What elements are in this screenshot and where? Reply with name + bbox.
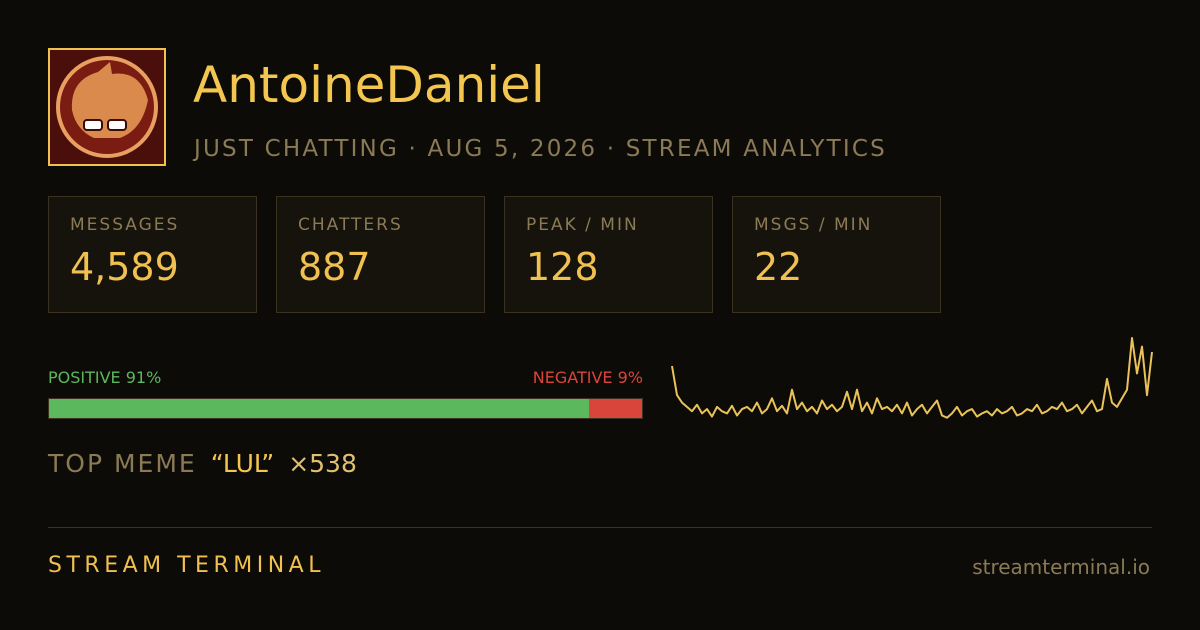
sparkline-line bbox=[671, 337, 1153, 419]
subtitle: JUST CHATTING · AUG 5, 2026 · STREAM ANA… bbox=[194, 136, 887, 162]
top-meme: TOP MEME “LUL” ×538 bbox=[48, 449, 357, 478]
stat-label: CHATTERS bbox=[298, 215, 403, 235]
top-meme-count: ×538 bbox=[288, 449, 357, 478]
sentiment-bar bbox=[48, 398, 643, 419]
stat-label: MSGS / MIN bbox=[754, 215, 873, 235]
negative-segment bbox=[588, 399, 642, 418]
sparkline bbox=[671, 337, 1153, 419]
stat-value: 4,589 bbox=[70, 245, 179, 289]
stat-value: 128 bbox=[526, 245, 599, 289]
avatar-emblem bbox=[56, 56, 158, 158]
top-meme-name: “LUL” bbox=[210, 449, 275, 478]
negative-label: NEGATIVE 9% bbox=[532, 368, 643, 387]
stat-value: 887 bbox=[298, 245, 371, 289]
stat-card: PEAK / MIN 128 bbox=[504, 196, 713, 313]
channel-name: AntoineDaniel bbox=[193, 56, 545, 114]
stat-label: MESSAGES bbox=[70, 215, 180, 235]
url: streamterminal.io bbox=[972, 555, 1150, 579]
positive-segment bbox=[49, 399, 589, 418]
top-meme-label: TOP MEME bbox=[48, 449, 197, 478]
divider bbox=[48, 527, 1152, 528]
stat-label: PEAK / MIN bbox=[526, 215, 639, 235]
stat-card: MESSAGES 4,589 bbox=[48, 196, 257, 313]
stat-value: 22 bbox=[754, 245, 803, 289]
stat-card: CHATTERS 887 bbox=[276, 196, 485, 313]
avatar bbox=[48, 48, 166, 166]
stat-card: MSGS / MIN 22 bbox=[732, 196, 941, 313]
brand: STREAM TERMINAL bbox=[48, 553, 325, 578]
positive-label: POSITIVE 91% bbox=[48, 368, 162, 387]
